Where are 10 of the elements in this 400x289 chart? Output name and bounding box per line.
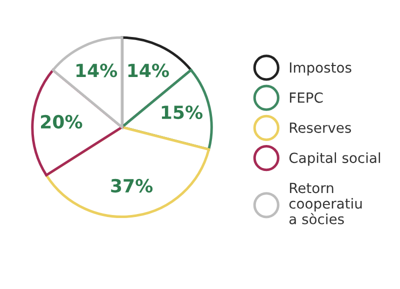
legend-label: FEPC <box>290 92 323 103</box>
legend-label: Retorn cooperatiu a sòcies <box>289 182 362 224</box>
data-label: 14% <box>128 64 169 78</box>
legend-label: Impostos <box>290 62 352 76</box>
data-label: 20% <box>41 114 82 129</box>
data-label: 37% <box>111 178 153 193</box>
legend-label: Capital social <box>289 152 380 166</box>
data-label: 15% <box>162 105 202 120</box>
legend-label: Reserves <box>290 122 351 133</box>
data-label: 14% <box>76 64 118 78</box>
